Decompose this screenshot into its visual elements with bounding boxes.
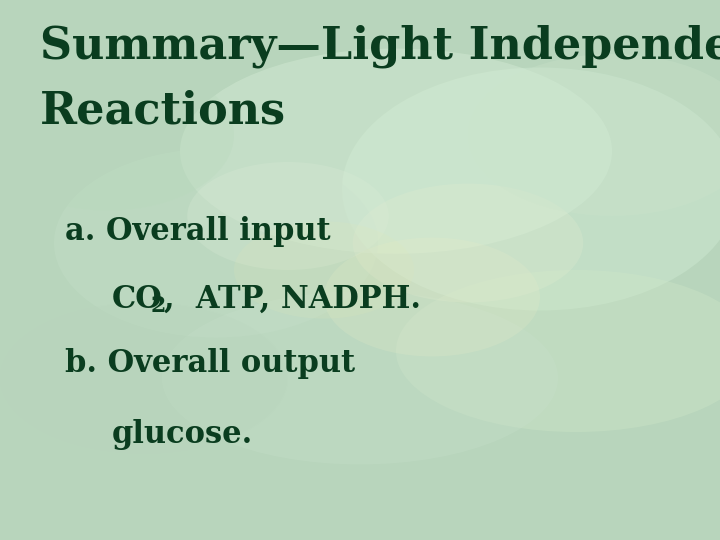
Ellipse shape [187, 162, 389, 270]
Ellipse shape [468, 54, 720, 216]
Ellipse shape [0, 59, 234, 211]
Ellipse shape [180, 49, 612, 254]
Ellipse shape [0, 302, 288, 454]
Ellipse shape [396, 270, 720, 432]
Ellipse shape [353, 184, 583, 302]
Text: Summary—Light Independent: Summary—Light Independent [40, 24, 720, 68]
Text: CO: CO [112, 284, 162, 314]
Text: ,  ATP, NADPH.: , ATP, NADPH. [164, 284, 421, 314]
Ellipse shape [234, 221, 414, 319]
Ellipse shape [324, 238, 540, 356]
Text: b. Overall output: b. Overall output [65, 348, 355, 379]
Ellipse shape [54, 148, 378, 338]
Text: 2: 2 [150, 295, 166, 318]
Text: Reactions: Reactions [40, 89, 286, 132]
Text: glucose.: glucose. [112, 418, 253, 449]
Text: a. Overall input: a. Overall input [65, 216, 330, 247]
Ellipse shape [342, 68, 720, 310]
Ellipse shape [162, 292, 558, 464]
